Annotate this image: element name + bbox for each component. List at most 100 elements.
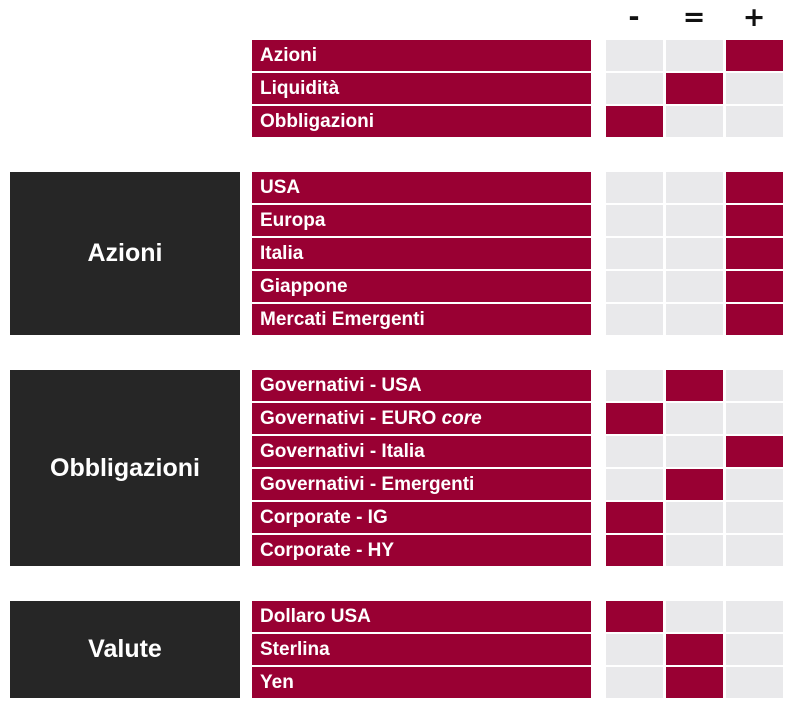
signal-cell-minus xyxy=(606,667,663,698)
signal-cell-equal xyxy=(666,40,723,71)
row-label-text: Obbligazioni xyxy=(260,111,374,132)
header-minus: - xyxy=(628,2,640,33)
signal-cell-plus-active xyxy=(726,304,783,335)
signal-cell-equal-active xyxy=(666,667,723,698)
signal-cell-plus xyxy=(726,73,783,104)
row-label-text: Sterlina xyxy=(260,639,330,660)
row-label-text: Governativi - Italia xyxy=(260,441,425,462)
row-label-text: USA xyxy=(260,177,301,198)
row-label-text: Liquidità xyxy=(260,78,340,99)
signal-cell-equal xyxy=(666,271,723,302)
row-label: Italia xyxy=(252,238,591,269)
signal-cell-plus xyxy=(726,601,783,632)
header-equal: = xyxy=(682,2,706,33)
signal-cell-plus xyxy=(726,502,783,533)
signal-cell-plus xyxy=(726,403,783,434)
signal-cell-minus-active xyxy=(606,403,663,434)
category-obbligazioni: Obbligazioni xyxy=(10,370,240,566)
table-row: Giappone xyxy=(0,271,810,302)
table-row: Italia xyxy=(0,238,810,269)
signal-cell-minus xyxy=(606,634,663,665)
row-label-text: Governativi - USA xyxy=(260,375,422,396)
row-label-text: Giappone xyxy=(260,276,348,297)
signal-cell-plus xyxy=(726,106,783,137)
table-row: Governativi - EURO core xyxy=(0,403,810,434)
signal-cell-minus xyxy=(606,205,663,236)
signal-cell-equal-active xyxy=(666,634,723,665)
row-label: Governativi - USA xyxy=(252,370,591,401)
table-row: USA xyxy=(0,172,810,203)
signal-cell-equal-active xyxy=(666,370,723,401)
header-plus: + xyxy=(742,2,766,33)
row-label: Giappone xyxy=(252,271,591,302)
signal-cell-plus-active xyxy=(726,40,783,71)
signal-cell-minus xyxy=(606,238,663,269)
row-label-text: Europa xyxy=(260,210,326,231)
signal-cell-plus xyxy=(726,634,783,665)
table-row: Corporate - HY xyxy=(0,535,810,566)
signal-cell-plus xyxy=(726,667,783,698)
signal-cell-plus xyxy=(726,370,783,401)
row-label: Europa xyxy=(252,205,591,236)
signal-cell-equal xyxy=(666,535,723,566)
signal-cell-equal xyxy=(666,436,723,467)
row-label: Governativi - Italia xyxy=(252,436,591,467)
category-azioni: Azioni xyxy=(10,172,240,335)
signal-cell-minus xyxy=(606,172,663,203)
signal-cell-equal xyxy=(666,205,723,236)
table-row: Europa xyxy=(0,205,810,236)
table-row: Obbligazioni xyxy=(0,106,810,137)
table-row: Sterlina xyxy=(0,634,810,665)
table-row: Governativi - Emergenti xyxy=(0,469,810,500)
signal-cell-minus-active xyxy=(606,106,663,137)
signal-cell-plus xyxy=(726,469,783,500)
row-label-text: Yen xyxy=(260,672,294,693)
row-label-text: Mercati Emergenti xyxy=(260,309,425,330)
signal-cell-minus-active xyxy=(606,502,663,533)
row-label: Governativi - Emergenti xyxy=(252,469,591,500)
signal-cell-equal xyxy=(666,403,723,434)
signal-cell-plus xyxy=(726,535,783,566)
signal-cell-plus-active xyxy=(726,436,783,467)
signal-cell-minus-active xyxy=(606,535,663,566)
row-label-text: Governativi - Emergenti xyxy=(260,474,475,495)
table-row: Governativi - Italia xyxy=(0,436,810,467)
signal-cell-plus-active xyxy=(726,205,783,236)
row-label-text: Italia xyxy=(260,243,304,264)
signal-cell-equal-active xyxy=(666,73,723,104)
table-row: Yen xyxy=(0,667,810,698)
signal-cell-minus xyxy=(606,469,663,500)
signal-cell-equal xyxy=(666,106,723,137)
signal-cell-minus xyxy=(606,73,663,104)
signal-cell-equal xyxy=(666,304,723,335)
row-label: Corporate - HY xyxy=(252,535,591,566)
row-label-text: Corporate - HY xyxy=(260,540,395,561)
table-row: Dollaro USA xyxy=(0,601,810,632)
signal-cell-plus-active xyxy=(726,238,783,269)
table-row: Governativi - USA xyxy=(0,370,810,401)
row-label: Obbligazioni xyxy=(252,106,591,137)
signal-cell-minus xyxy=(606,304,663,335)
signal-cell-equal-active xyxy=(666,469,723,500)
signal-cell-equal xyxy=(666,238,723,269)
signal-cell-equal xyxy=(666,172,723,203)
row-label: Governativi - EURO core xyxy=(252,403,591,434)
signal-cell-minus xyxy=(606,370,663,401)
signal-cell-equal xyxy=(666,502,723,533)
table-row: Azioni xyxy=(0,40,810,71)
signal-cell-plus-active xyxy=(726,271,783,302)
row-label: Sterlina xyxy=(252,634,591,665)
signal-cell-minus xyxy=(606,436,663,467)
row-label: Azioni xyxy=(252,40,591,71)
signal-cell-minus xyxy=(606,271,663,302)
signal-cell-minus xyxy=(606,40,663,71)
row-label: USA xyxy=(252,172,591,203)
category-valute: Valute xyxy=(10,601,240,698)
table-row: Mercati Emergenti xyxy=(0,304,810,335)
signal-cell-plus-active xyxy=(726,172,783,203)
row-label: Yen xyxy=(252,667,591,698)
row-label-text: Governativi - EURO xyxy=(260,408,437,429)
row-label-text: Azioni xyxy=(260,45,317,66)
row-label-text: Corporate - IG xyxy=(260,507,388,528)
row-label: Mercati Emergenti xyxy=(252,304,591,335)
